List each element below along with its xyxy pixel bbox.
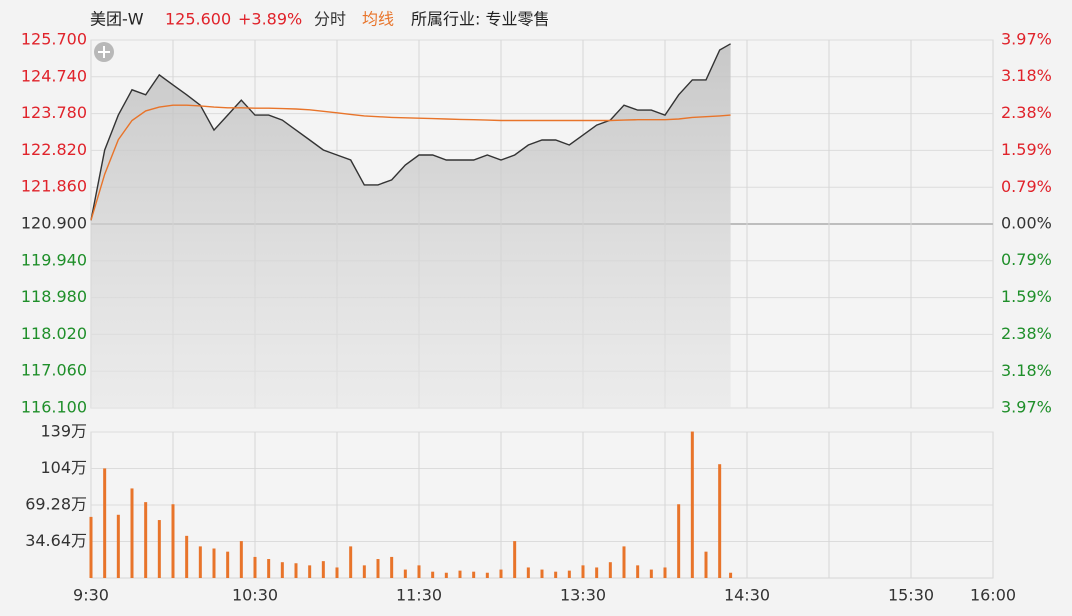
volume-bar xyxy=(690,431,694,578)
volume-bar xyxy=(431,571,435,578)
volume-bar xyxy=(718,464,722,578)
volume-bar xyxy=(212,548,216,578)
volume-bar xyxy=(677,504,681,578)
y-tick-label: 124.740 xyxy=(21,66,87,85)
volume-bar xyxy=(472,571,476,578)
volume-bar xyxy=(554,571,558,578)
x-tick-label: 13:30 xyxy=(560,586,606,605)
x-tick-label: 10:30 xyxy=(232,586,278,605)
y-tick-label: 119.940 xyxy=(21,250,87,269)
volume-bar xyxy=(581,565,585,578)
stock-name: 美团-W xyxy=(90,10,144,29)
y2-tick-label: 0.00% xyxy=(1001,214,1052,233)
y-tick-label: 117.060 xyxy=(21,361,87,380)
volume-bar xyxy=(185,535,189,578)
zoom-button[interactable] xyxy=(94,42,114,62)
volume-bar xyxy=(362,565,366,578)
price-line xyxy=(90,43,731,221)
price: 125.600 xyxy=(165,10,231,29)
volume-bar xyxy=(321,561,325,578)
y2-tick-label: 3.18% xyxy=(1001,66,1052,85)
x-tick-label: 15:30 xyxy=(888,586,934,605)
volume-bar xyxy=(103,468,107,578)
volume-bar xyxy=(349,546,353,578)
y2-tick-label: 0.79% xyxy=(1001,250,1052,269)
y-tick-label: 139万 xyxy=(40,422,87,441)
x-tick-label: 9:30 xyxy=(73,586,109,605)
y-tick-label: 122.820 xyxy=(21,140,87,159)
industry: 所属行业: 专业零售 xyxy=(411,10,549,29)
volume-bar xyxy=(513,541,517,578)
volume-bar xyxy=(417,565,421,578)
volume-bar xyxy=(144,502,148,578)
volume-bar xyxy=(649,569,653,578)
x-tick-label: 16:00 xyxy=(970,586,1016,605)
x-tick-label: 11:30 xyxy=(396,586,442,605)
volume-bar xyxy=(390,556,394,578)
volume-bar xyxy=(608,562,612,578)
volume-bar xyxy=(116,514,120,578)
volume-bar xyxy=(335,567,339,578)
volume-bar xyxy=(663,567,667,578)
y-tick-label: 120.900 xyxy=(21,214,87,233)
volume-bar xyxy=(704,551,708,578)
volume-bar xyxy=(130,488,134,578)
y-tick-label: 118.020 xyxy=(21,324,87,343)
volume-bar xyxy=(729,572,733,578)
volume-bar xyxy=(171,504,175,578)
volume-bar xyxy=(376,559,380,578)
tab-avg[interactable]: 均线 xyxy=(362,10,394,29)
volume-bar xyxy=(198,546,202,578)
y2-tick-label: 0.79% xyxy=(1001,177,1052,196)
volume-bar xyxy=(280,562,284,578)
volume-bar xyxy=(239,541,243,578)
volume-bar xyxy=(226,551,230,578)
y2-tick-label: 1.59% xyxy=(1001,287,1052,306)
price-area xyxy=(91,43,731,409)
volume-bar xyxy=(595,567,599,578)
y-tick-label: 34.64万 xyxy=(25,531,87,550)
tab-time[interactable]: 分时 xyxy=(314,10,346,29)
volume-bar xyxy=(444,572,448,578)
y2-tick-label: 1.59% xyxy=(1001,140,1052,159)
y-tick-label: 104万 xyxy=(40,458,87,477)
y2-tick-label: 3.97% xyxy=(1001,398,1052,417)
y2-tick-label: 3.18% xyxy=(1001,361,1052,380)
y2-tick-label: 3.97% xyxy=(1001,30,1052,49)
volume-bar xyxy=(253,556,257,578)
y-tick-label: 125.700 xyxy=(21,30,87,49)
volume-bar xyxy=(403,569,407,578)
avg-line xyxy=(90,104,731,221)
y2-tick-label: 2.38% xyxy=(1001,324,1052,343)
y-tick-label: 118.980 xyxy=(21,287,87,306)
y-tick-label: 69.28万 xyxy=(25,495,87,514)
volume-bar xyxy=(540,569,544,578)
volume-bar xyxy=(89,516,93,578)
volume-bar xyxy=(499,569,503,578)
volume-bar xyxy=(308,565,312,578)
volume-bar xyxy=(485,572,489,578)
volume-bar xyxy=(622,546,626,578)
volume-bar xyxy=(294,563,298,578)
volume-bar xyxy=(567,570,571,578)
volume-bar xyxy=(458,570,462,578)
y2-tick-label: 2.38% xyxy=(1001,103,1052,122)
volume-bar xyxy=(157,520,161,578)
x-tick-label: 14:30 xyxy=(724,586,770,605)
y-tick-label: 121.860 xyxy=(21,177,87,196)
volume-bar xyxy=(636,565,640,578)
change: +3.89% xyxy=(238,10,302,29)
y-tick-label: 123.780 xyxy=(21,103,87,122)
volume-bar xyxy=(526,567,530,578)
y-tick-label: 116.100 xyxy=(21,398,87,417)
volume-bar xyxy=(267,559,271,578)
